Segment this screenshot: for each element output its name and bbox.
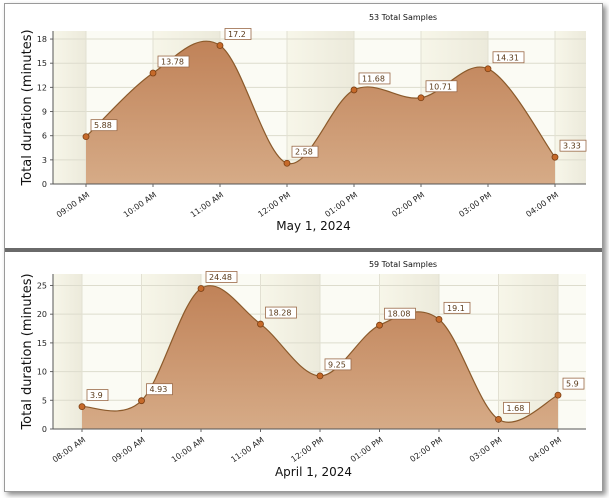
data-point <box>149 69 157 77</box>
y-axis-title: Total duration (minutes) <box>20 273 35 430</box>
y-tick-label: 15 <box>37 59 47 68</box>
x-axis-title: April 1, 2024 <box>275 465 352 479</box>
data-label-box <box>324 358 352 371</box>
series-area <box>86 41 555 184</box>
y-tick-label: 6 <box>42 132 47 141</box>
y-tick-label: 9 <box>42 108 47 117</box>
data-label-box <box>157 55 190 68</box>
x-tick-label: 09:00 AM <box>110 435 146 464</box>
data-label: 1.68 <box>507 404 525 413</box>
data-point <box>417 94 425 102</box>
data-label-box <box>425 80 458 93</box>
data-point <box>138 397 145 405</box>
x-tick-label: 02:00 PM <box>390 190 426 219</box>
data-label-box <box>443 301 471 314</box>
x-tick-label: 04:00 PM <box>524 190 560 219</box>
x-tick-label: 10:00 AM <box>170 435 206 464</box>
data-label-box <box>384 307 416 320</box>
data-point <box>257 320 264 328</box>
data-point <box>551 153 559 161</box>
y-tick-label: 0 <box>42 180 47 189</box>
data-point <box>82 133 90 141</box>
x-tick-label: 01:00 PM <box>349 435 385 464</box>
data-label-box <box>146 383 173 396</box>
x-tick-label: 03:00 PM <box>457 190 493 219</box>
x-tick-label: 03:00 PM <box>468 435 504 464</box>
chart-panel-top: 0 3 6 9 12 15 18 09:00 AM 10:00 AM 11:00 AM 12:00 … <box>5 4 602 248</box>
duration-chart-april: 0 5 10 15 20 25 08:00 AM 09:00 AM 10:00 AM 11:00 … <box>20 260 586 479</box>
data-label: 10.71 <box>429 82 452 91</box>
x-tick-label: 04:00 PM <box>527 435 563 464</box>
sample-count: 53 Total Samples <box>369 13 437 22</box>
data-label-box <box>90 119 118 132</box>
y-tick-label: 10 <box>37 368 47 377</box>
data-point <box>376 321 383 329</box>
data-label: 3.33 <box>563 142 581 151</box>
data-point <box>316 372 324 380</box>
data-point <box>484 65 492 73</box>
x-tick-label: 08:00 AM <box>51 435 87 464</box>
data-label: 13.78 <box>161 58 184 67</box>
data-point <box>495 415 502 423</box>
data-label: 11.68 <box>362 74 385 83</box>
y-tick-label: 3 <box>42 156 47 165</box>
dashboard-frame: 0 3 6 9 12 15 18 09:00 AM 10:00 AM 11:00 AM 12:00 … <box>4 3 603 492</box>
data-label-box <box>358 72 391 85</box>
plot-band <box>53 31 86 184</box>
data-label-box <box>562 377 585 390</box>
panel-divider <box>5 248 602 252</box>
x-tick-label: 02:00 PM <box>408 435 444 464</box>
data-label-box <box>492 51 525 64</box>
y-tick-label: 0 <box>42 425 47 434</box>
data-label: 5.88 <box>94 121 112 130</box>
x-tick-label: 12:00 PM <box>256 190 292 219</box>
data-label-box <box>205 271 238 283</box>
data-label-box <box>503 401 530 414</box>
data-label: 18.08 <box>388 310 411 319</box>
x-axis-title: May 1, 2024 <box>276 219 350 233</box>
data-label: 9.25 <box>328 360 346 369</box>
duration-chart-may: 0 3 6 9 12 15 18 09:00 AM 10:00 AM 11:00 AM 12:00 … <box>20 13 587 233</box>
data-label-box <box>224 28 252 40</box>
data-label: 18.28 <box>269 309 292 318</box>
data-label-box <box>265 306 297 319</box>
data-label: 2.58 <box>295 148 313 157</box>
data-label-box <box>291 145 319 158</box>
x-tick-label: 12:00 PM <box>289 435 325 464</box>
plot-band <box>555 31 586 184</box>
data-point <box>350 86 358 94</box>
data-label-box <box>559 139 587 152</box>
y-tick-label: 12 <box>37 83 47 92</box>
data-point <box>435 315 443 323</box>
data-label: 17.2 <box>228 30 246 39</box>
data-label: 24.48 <box>209 273 232 282</box>
y-tick-label: 15 <box>37 339 47 348</box>
plot-band <box>53 274 82 429</box>
data-label-box <box>86 389 109 402</box>
y-tick-label: 5 <box>42 396 47 405</box>
data-point <box>197 285 205 292</box>
data-label: 4.93 <box>150 385 168 394</box>
data-label: 5.9 <box>566 380 579 389</box>
x-tick-label: 11:00 AM <box>189 190 225 219</box>
data-point <box>78 403 86 411</box>
data-label: 3.9 <box>90 391 103 400</box>
x-tick-label: 10:00 AM <box>122 190 158 219</box>
data-point <box>216 42 224 49</box>
data-label: 14.31 <box>496 53 519 62</box>
x-tick-label: 01:00 PM <box>323 190 359 219</box>
data-point <box>554 391 562 399</box>
chart-panel-bottom: 0 5 10 15 20 25 08:00 AM 09:00 AM 10:00 AM 11:00 … <box>5 252 602 491</box>
x-tick-label: 09:00 AM <box>55 190 91 219</box>
data-point <box>283 159 291 167</box>
x-tick-label: 11:00 AM <box>229 435 265 464</box>
sample-count: 59 Total Samples <box>369 260 437 269</box>
y-tick-label: 25 <box>37 281 47 290</box>
y-axis-title: Total duration (minutes) <box>20 29 35 186</box>
y-tick-label: 20 <box>37 310 47 319</box>
data-label: 19.1 <box>447 304 465 313</box>
y-tick-label: 18 <box>37 35 47 44</box>
